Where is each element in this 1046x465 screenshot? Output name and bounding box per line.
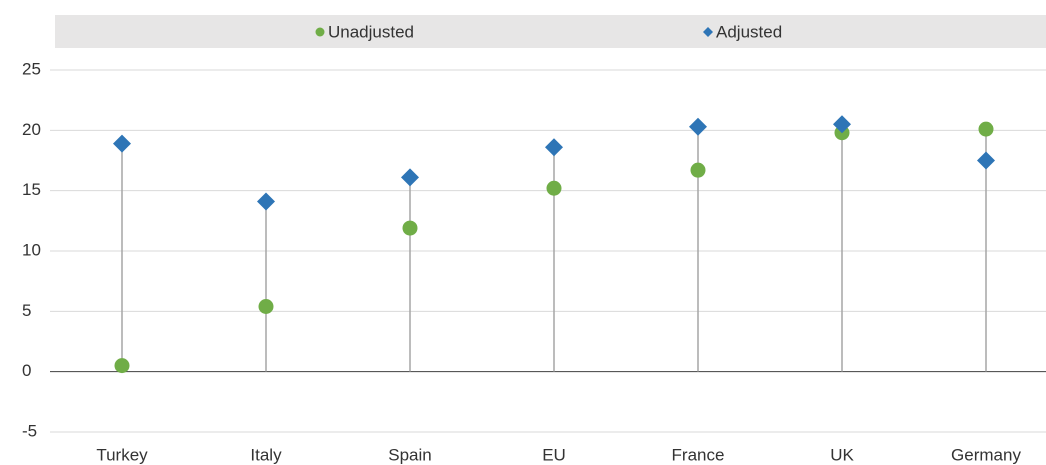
y-tick-label: 5 bbox=[22, 301, 31, 320]
diamond bbox=[401, 168, 419, 187]
legend-marker bbox=[315, 27, 325, 37]
x-tick-label: Spain bbox=[388, 445, 431, 464]
legend-label: Unadjusted bbox=[328, 22, 414, 41]
dot bbox=[978, 121, 994, 137]
legend-background bbox=[55, 15, 1046, 48]
dot bbox=[258, 299, 274, 315]
legend-marker bbox=[703, 27, 713, 37]
dot bbox=[402, 220, 418, 236]
y-tick-label: -5 bbox=[22, 421, 37, 440]
dot bbox=[690, 162, 706, 178]
diamond bbox=[689, 117, 707, 136]
y-tick-label: 0 bbox=[22, 361, 31, 380]
diamond bbox=[833, 115, 851, 134]
y-tick-label: 25 bbox=[22, 59, 41, 78]
y-tick-label: 15 bbox=[22, 180, 41, 199]
legend-label: Adjusted bbox=[716, 22, 782, 41]
x-tick-label: UK bbox=[830, 445, 854, 464]
dot bbox=[114, 358, 130, 374]
x-tick-label: Germany bbox=[951, 445, 1021, 464]
diamond bbox=[113, 134, 131, 153]
x-tick-label: Italy bbox=[250, 445, 282, 464]
dot bbox=[546, 180, 562, 196]
y-tick-label: 10 bbox=[22, 240, 41, 259]
y-tick-label: 20 bbox=[22, 120, 41, 139]
x-tick-label: Turkey bbox=[96, 445, 148, 464]
diamond bbox=[257, 192, 275, 211]
diamond bbox=[977, 151, 995, 170]
x-tick-label: France bbox=[672, 445, 725, 464]
diamond bbox=[545, 138, 563, 157]
x-tick-label: EU bbox=[542, 445, 566, 464]
